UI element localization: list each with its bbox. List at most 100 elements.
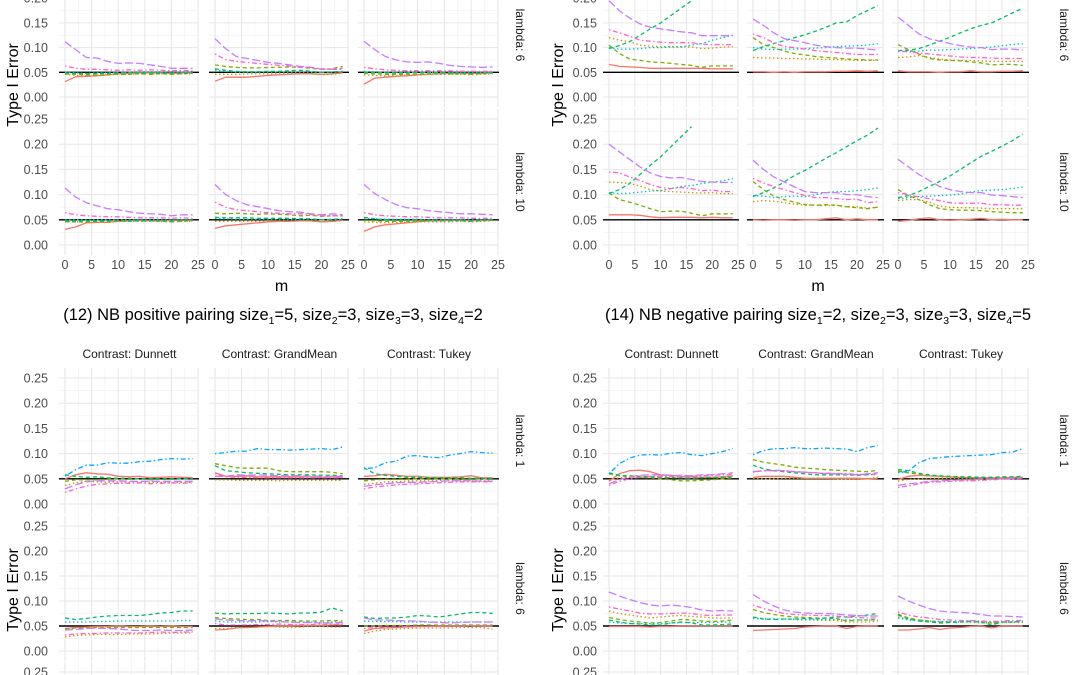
- x-tick-label: 20: [464, 258, 478, 272]
- series-line-7-bottom-left-dunnett-lambda6: [64, 627, 193, 632]
- series-line-1-top-right-dunnett-lambda6: [608, 63, 733, 70]
- series-line-4-top-right-dunnett-lambda6: [608, 0, 694, 50]
- series-line-8-top-left-dunnett-lambda10: [64, 212, 193, 219]
- title-text: size: [366, 306, 395, 324]
- series-line-4-top-right-dunnett-lambda10: [608, 126, 693, 195]
- series-line-5-top-right-dunnett-lambda10: [608, 177, 733, 195]
- series-line-5-top-right-grandmean-lambda10: [752, 187, 878, 199]
- y-tick-label: 0.15: [573, 163, 597, 177]
- y-tick-label: 0.25: [573, 520, 597, 534]
- y-tick-label: 0.05: [24, 66, 48, 80]
- series-line-7-top-right-dunnett-lambda10: [608, 143, 733, 184]
- x-tick-label: 25: [341, 258, 355, 272]
- strip-label-row: lambda: 1: [1057, 415, 1071, 468]
- title-text: size: [851, 306, 880, 324]
- y-tick-label: 0.20: [573, 0, 597, 6]
- title-text: size: [302, 306, 331, 324]
- title-text: size: [788, 306, 817, 324]
- series-line-7-bottom-left-dunnett-lambda1: [64, 480, 193, 490]
- strip-label-column: Contrast: GrandMean: [758, 347, 873, 361]
- series-line-7-bottom-right-tukey-lambda6: [897, 595, 1023, 618]
- series-line-4-bottom-right-grandmean-lambda1: [752, 464, 878, 476]
- series-line-3-top-right-grandmean-lambda6: [752, 37, 878, 61]
- strip-label-row: lambda: 6: [1057, 562, 1071, 615]
- series-line-8-top-left-grandmean-lambda10: [214, 201, 343, 217]
- y-tick-label: 0.25: [573, 113, 597, 127]
- x-axis-title: m: [275, 278, 288, 295]
- x-tick-label: 15: [679, 258, 693, 272]
- strip-label-row: lambda: 1: [513, 415, 527, 468]
- series-line-2-top-left-dunnett-lambda6: [64, 73, 193, 77]
- series-line-8-bottom-right-tukey-lambda1: [897, 477, 1023, 489]
- series-line-6-bottom-right-grandmean-lambda1: [752, 444, 878, 456]
- series-line-2-bottom-left-tukey-lambda1: [363, 479, 493, 485]
- x-tick-label: 0: [62, 258, 69, 272]
- title-text: (12) NB positive pairing: [63, 306, 239, 324]
- series-line-3-bottom-left-grandmean-lambda6: [214, 616, 343, 622]
- x-tick-label: 10: [654, 258, 668, 272]
- title-text: =5,: [274, 306, 302, 324]
- title-subscript: 1: [817, 315, 823, 327]
- series-line-7-top-left-grandmean-lambda6: [214, 38, 343, 70]
- series-line-4-top-left-dunnett-lambda10: [65, 219, 193, 222]
- title-text: (14) NB negative pairing: [605, 306, 788, 324]
- y-tick-label: 0.15: [24, 570, 48, 584]
- series-line-4-bottom-left-grandmean-lambda1: [214, 465, 343, 477]
- series-line-7-bottom-left-grandmean-lambda1: [215, 474, 343, 477]
- y-tick-label: 0.20: [24, 397, 48, 411]
- series-line-8-bottom-right-dunnett-lambda6: [608, 606, 733, 617]
- series-line-7-top-right-grandmean-lambda6: [752, 18, 878, 51]
- series-line-6-bottom-left-tukey-lambda1: [363, 450, 493, 470]
- series-line-5-top-left-tukey-lambda6: [363, 70, 493, 73]
- y-tick-label: 0.15: [573, 570, 597, 584]
- title-text: =3,: [949, 306, 977, 324]
- series-line-8-top-left-tukey-lambda10: [363, 212, 493, 219]
- y-tick-label: 0.00: [573, 645, 597, 659]
- series-line-2-bottom-right-dunnett-lambda1: [608, 475, 733, 481]
- series-line-1-bottom-right-tukey-lambda6: [898, 625, 1023, 631]
- x-tick-label: 10: [411, 258, 425, 272]
- y-tick-label: 0.20: [24, 545, 48, 559]
- series-line-6-bottom-left-grandmean-lambda1: [214, 446, 343, 455]
- title-text: =3,: [401, 306, 429, 324]
- y-tick-label: 0.00: [24, 498, 48, 512]
- series-line-8-bottom-left-tukey-lambda1: [363, 481, 493, 490]
- series-line-6-bottom-left-dunnett-lambda1: [64, 457, 193, 477]
- series-line-8-bottom-right-grandmean-lambda1: [752, 470, 878, 476]
- series-line-1-bottom-left-grandmean-lambda1: [214, 472, 343, 478]
- series-line-5-top-left-grandmean-lambda10: [214, 217, 343, 221]
- y-tick-label: 0.10: [24, 447, 48, 461]
- series-line-8-top-right-tukey-lambda6: [897, 49, 1023, 60]
- series-line-1-top-right-tukey-lambda10: [897, 217, 1023, 222]
- y-tick-label: 0.20: [24, 0, 48, 6]
- series-line-2-bottom-right-dunnett-lambda6: [608, 610, 733, 619]
- series-line-3-bottom-left-tukey-lambda1: [363, 478, 493, 482]
- x-tick-label: 5: [387, 258, 394, 272]
- series-line-1-bottom-right-grandmean-lambda6: [752, 625, 878, 632]
- series-line-8-top-right-grandmean-lambda10: [752, 177, 878, 204]
- series-line-8-top-right-dunnett-lambda10: [608, 171, 733, 193]
- y-axis-title: Type I Error: [550, 43, 567, 127]
- title-text: size: [429, 306, 458, 324]
- y-tick-label: 0.05: [24, 472, 48, 486]
- series-line-2-bottom-left-dunnett-lambda1: [64, 480, 193, 487]
- series-line-1-top-right-dunnett-lambda10: [609, 214, 733, 219]
- title-subscript: 3: [395, 315, 401, 327]
- series-line-8-bottom-left-grandmean-lambda1: [214, 473, 343, 479]
- series-line-7-top-right-tukey-lambda10: [897, 158, 1023, 199]
- y-tick-label: 0.25: [573, 666, 597, 675]
- title-subscript: 3: [943, 315, 949, 327]
- series-line-2-top-right-tukey-lambda6: [897, 54, 1023, 63]
- y-tick-label: 0.20: [24, 138, 48, 152]
- y-tick-label: 0.25: [573, 372, 597, 386]
- series-line-8-bottom-right-tukey-lambda6: [897, 611, 1023, 623]
- strip-label-row: lambda: 6: [513, 562, 527, 615]
- y-tick-label: 0.05: [573, 472, 597, 486]
- series-line-8-top-left-grandmean-lambda6: [214, 53, 343, 70]
- x-tick-label: 0: [750, 258, 757, 272]
- y-tick-label: 0.10: [573, 188, 597, 202]
- series-line-1-bottom-right-tukey-lambda1: [897, 474, 1023, 481]
- series-line-3-bottom-left-tukey-lambda6: [364, 624, 493, 627]
- series-line-8-bottom-left-grandmean-lambda6: [214, 622, 343, 626]
